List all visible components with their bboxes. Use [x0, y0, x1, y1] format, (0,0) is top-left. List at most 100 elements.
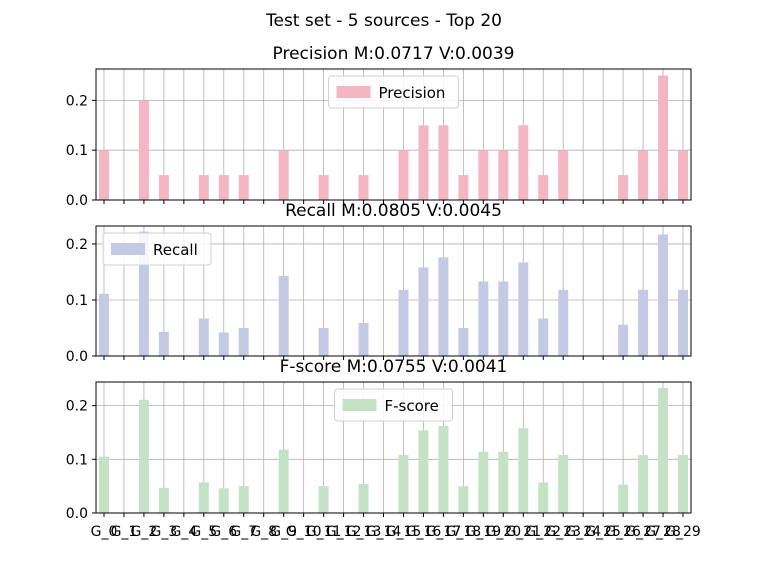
bar-G_29	[678, 150, 689, 200]
bar-G_20	[498, 150, 509, 200]
bar-G_9	[278, 275, 289, 356]
x-tick-label: G_8	[250, 524, 277, 540]
bar-G_21	[518, 428, 529, 513]
bar-G_15	[398, 289, 409, 356]
x-tick-label: G_4	[170, 524, 197, 540]
bar-G_17	[438, 257, 449, 356]
chart-title: F-score M:0.0755 V:0.0041	[280, 357, 508, 377]
x-tick-label: G_23	[545, 524, 581, 540]
bar-G_2	[138, 399, 149, 513]
bar-G_0	[98, 456, 109, 513]
bar-G_20	[498, 281, 509, 356]
bar-G_5	[198, 482, 209, 513]
x-tick-label: G_7	[230, 524, 257, 540]
bar-G_9	[278, 449, 289, 513]
legend-label: F-score	[385, 397, 439, 415]
legend-swatch	[336, 86, 371, 98]
x-tick-label: G_6	[210, 524, 237, 540]
bar-G_6	[218, 332, 229, 356]
x-tick-label: G_3	[151, 524, 178, 540]
y-tick-label: 0.1	[66, 143, 88, 159]
bar-G_19	[478, 451, 489, 513]
bar-G_3	[158, 487, 169, 513]
x-tick-label: G_0	[91, 524, 118, 540]
chart-title: Precision M:0.0717 V:0.0039	[273, 44, 515, 64]
y-tick-label: 0.0	[66, 349, 88, 365]
bar-G_2	[138, 100, 149, 200]
bar-G_18	[458, 486, 469, 513]
x-tick-label: G_20	[485, 524, 521, 540]
x-tick-label: G_1	[111, 524, 138, 540]
bar-G_27	[638, 455, 649, 513]
bar-G_27	[638, 289, 649, 356]
bar-G_11	[318, 327, 329, 356]
bar-G_3	[158, 331, 169, 356]
bar-G_7	[238, 327, 249, 356]
bar-G_6	[218, 488, 229, 513]
bar-G_16	[418, 267, 429, 356]
bar-G_5	[198, 318, 209, 356]
x-tick-label: G_26	[605, 524, 641, 540]
x-tick-label: G_27	[625, 524, 661, 540]
bar-G_3	[158, 175, 169, 200]
bar-G_22	[538, 318, 549, 356]
x-tick-label: G_13	[346, 524, 382, 540]
x-tick-label: G_5	[190, 524, 217, 540]
y-tick-label: 0.2	[66, 237, 88, 253]
bar-G_17	[438, 125, 449, 200]
x-tick-label: G_19	[466, 524, 502, 540]
x-tick-label: G_16	[406, 524, 442, 540]
bar-G_11	[318, 175, 329, 200]
bar-G_5	[198, 175, 209, 200]
x-tick-label: G_15	[386, 524, 422, 540]
bar-G_21	[518, 125, 529, 200]
bar-G_28	[658, 75, 669, 200]
recall-chart: 0.0 0.1 0.2 Recall M:0.0805 V:0.0045 Recall	[66, 201, 692, 365]
legend-swatch	[111, 243, 145, 255]
bar-G_29	[678, 455, 689, 513]
precision-chart: 0.0 0.1 0.2 Precision M:0.0717 V:0.0039 Prec…	[66, 44, 692, 209]
x-tick-label: G_21	[505, 524, 541, 540]
legend: Precision	[328, 75, 459, 109]
bar-G_20	[498, 451, 509, 513]
bar-G_26	[618, 484, 629, 513]
x-tick-label: G_10	[286, 524, 322, 540]
bar-G_16	[418, 125, 429, 200]
legend-label: Precision	[379, 84, 446, 102]
bar-G_15	[398, 455, 409, 513]
legend: F-score	[334, 388, 453, 422]
y-tick-label: 0.1	[66, 452, 88, 468]
bar-G_0	[98, 150, 109, 200]
bar-G_26	[618, 324, 629, 356]
bar-G_19	[478, 281, 489, 356]
bar-G_0	[98, 293, 109, 356]
axes-frame	[95, 68, 692, 201]
bar-G_13	[358, 484, 369, 513]
x-tick-label: G_28	[645, 524, 681, 540]
x-tick-label: G_17	[426, 524, 462, 540]
y-tick-label: 0.2	[66, 93, 88, 109]
bar-G_11	[318, 486, 329, 513]
bar-G_19	[478, 150, 489, 200]
x-tick-label: G_24	[565, 524, 601, 540]
bar-G_28	[658, 234, 669, 356]
legend-swatch	[342, 399, 377, 411]
x-tick-label: G_29	[665, 524, 701, 540]
x-tick-label: G_9	[270, 524, 297, 540]
bar-G_18	[458, 175, 469, 200]
bar-G_7	[238, 486, 249, 513]
bar-G_22	[538, 175, 549, 200]
bar-G_13	[358, 175, 369, 200]
y-tick-label: 0.2	[66, 399, 88, 415]
bar-G_18	[458, 327, 469, 356]
bar-G_21	[518, 262, 529, 356]
legend-box	[334, 388, 453, 422]
y-tick-label: 0.0	[66, 506, 88, 522]
bar-G_23	[558, 150, 569, 200]
bar-G_6	[218, 175, 229, 200]
legend-box	[328, 75, 459, 109]
y-tick-label: 0.1	[66, 293, 88, 309]
x-tick-label: G_12	[326, 524, 362, 540]
bar-G_23	[558, 455, 569, 513]
